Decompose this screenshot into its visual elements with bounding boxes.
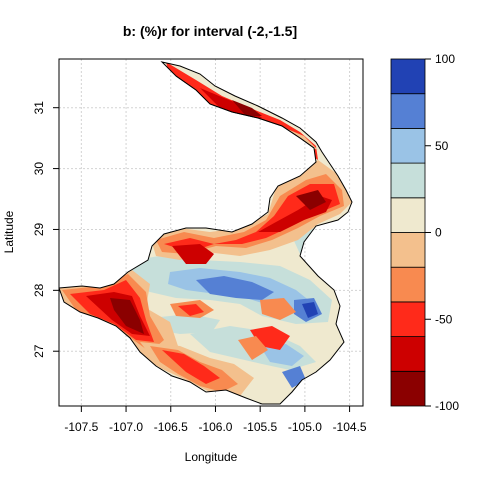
colorbar-bin <box>390 162 426 199</box>
map-panel: -107.5 -107.0 -106.5 -106.0 -105.5 -105.0 -104… <box>32 58 367 434</box>
field-darkblue-central <box>196 276 274 300</box>
x-tick-label: -105.5 <box>243 420 277 434</box>
field-deepblue-east <box>302 302 318 318</box>
inner-outline <box>175 75 315 149</box>
colorbar-tick-label: 100 <box>435 52 455 66</box>
colorbar-tick-label: -100 <box>435 399 459 413</box>
plot-frame <box>58 58 364 407</box>
colorbar-tick-label: -50 <box>435 312 453 326</box>
x-tick-label: -105.0 <box>288 420 322 434</box>
colorbar-bin <box>390 336 426 372</box>
field-red-central-a <box>178 304 204 316</box>
field-orange-southeast <box>238 336 268 360</box>
contour-field <box>59 62 352 404</box>
y-axis-label: Latitude <box>2 210 16 253</box>
colorbar-tick-label: 0 <box>435 226 442 240</box>
colorbar-bin <box>390 197 426 233</box>
x-tick-label: -107.5 <box>64 420 98 434</box>
x-axis-label: Longitude <box>185 450 238 464</box>
field-crimson-north-a <box>172 244 214 264</box>
colorbar-bin <box>390 266 426 303</box>
colorbar-bin <box>390 232 426 268</box>
y-tick-label: 27 <box>32 344 46 358</box>
x-axis: -107.5 -107.0 -106.5 -106.0 -105.5 -105.0 -104… <box>64 406 367 434</box>
y-tick-label: 29 <box>32 222 46 236</box>
y-tick-label: 31 <box>32 101 46 115</box>
field-orange-central-b <box>260 298 296 320</box>
colorbar-bin <box>390 370 426 407</box>
colorbar-bin <box>390 58 426 95</box>
field-red-south <box>162 350 220 384</box>
y-tick-label: 30 <box>32 162 46 176</box>
field-red-north <box>164 184 340 252</box>
colorbar-bin <box>390 93 426 129</box>
x-tick-label: -104.5 <box>333 420 367 434</box>
field-maroon-west <box>110 298 144 334</box>
x-tick-label: -106.5 <box>154 420 188 434</box>
chart-title: b: (%)r for interval (-2,-1.5] <box>123 23 297 39</box>
y-tick-label: 28 <box>32 283 46 297</box>
colorbar-bin <box>390 127 426 164</box>
y-axis: 27 28 29 30 31 <box>32 101 59 358</box>
region-outline <box>59 61 353 405</box>
field-maroon-ribbon <box>232 100 262 116</box>
x-tick-label: -106.0 <box>198 420 232 434</box>
colorbar: 100 50 0 -50 -100 <box>390 52 459 413</box>
x-tick-label: -107.0 <box>109 420 143 434</box>
colorbar-bin <box>390 301 426 337</box>
colorbar-tick-label: 50 <box>435 139 449 153</box>
field-blue-southeast <box>260 344 304 366</box>
field-maroon-north <box>296 190 326 210</box>
